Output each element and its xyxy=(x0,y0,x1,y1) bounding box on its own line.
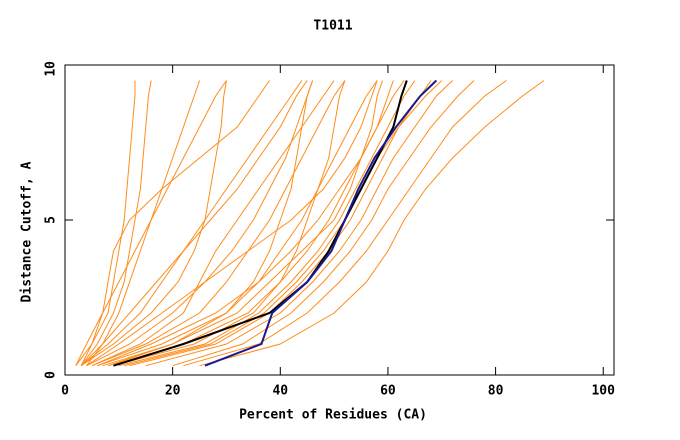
y-tick-label: 0 xyxy=(44,371,59,379)
data-line xyxy=(80,80,227,367)
data-line xyxy=(107,80,314,367)
data-line xyxy=(80,80,270,366)
x-tick-label: 100 xyxy=(591,384,615,399)
data-line xyxy=(80,80,152,366)
x-axis-label: Percent of Residues (CA) xyxy=(239,408,427,423)
y-tick-label: 5 xyxy=(44,216,59,224)
data-line xyxy=(97,80,394,367)
y-axis-label: Distance Cutoff, A xyxy=(20,161,35,302)
y-tick-label: 10 xyxy=(44,61,59,77)
data-line xyxy=(91,80,335,367)
x-tick-label: 40 xyxy=(272,384,288,399)
data-line xyxy=(75,80,136,366)
data-line xyxy=(145,80,453,367)
data-line xyxy=(204,79,438,367)
data-line xyxy=(86,80,378,367)
data-line xyxy=(129,80,432,367)
data-line xyxy=(183,80,507,367)
x-tick-label: 0 xyxy=(61,384,69,399)
x-tick-label: 60 xyxy=(380,384,396,399)
data-line xyxy=(199,80,545,367)
data-line xyxy=(86,80,201,366)
data-line xyxy=(107,80,405,367)
data-line xyxy=(113,80,346,367)
lines xyxy=(75,79,545,367)
chart-title: T1011 xyxy=(313,19,352,34)
data-line xyxy=(80,80,308,367)
data-line xyxy=(102,80,384,367)
x-tick-label: 20 xyxy=(165,384,181,399)
data-line xyxy=(172,80,475,367)
data-line xyxy=(91,80,346,367)
data-line xyxy=(86,80,314,367)
data-line xyxy=(97,80,378,367)
x-tick-label: 80 xyxy=(488,384,504,399)
